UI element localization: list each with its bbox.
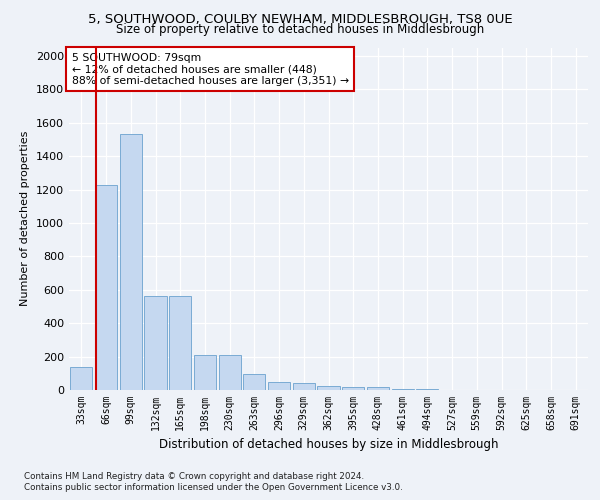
Bar xyxy=(145,296,167,390)
Bar xyxy=(194,355,216,390)
Bar xyxy=(243,374,265,390)
Bar xyxy=(392,389,414,390)
Bar xyxy=(95,184,117,390)
Bar xyxy=(367,388,389,390)
Bar xyxy=(293,384,315,390)
Bar xyxy=(317,386,340,390)
Text: 5, SOUTHWOOD, COULBY NEWHAM, MIDDLESBROUGH, TS8 0UE: 5, SOUTHWOOD, COULBY NEWHAM, MIDDLESBROU… xyxy=(88,12,512,26)
Bar xyxy=(416,389,439,390)
Bar xyxy=(119,134,142,390)
Text: Contains public sector information licensed under the Open Government Licence v3: Contains public sector information licen… xyxy=(24,483,403,492)
Bar xyxy=(70,366,92,390)
Bar xyxy=(342,388,364,390)
Text: Contains HM Land Registry data © Crown copyright and database right 2024.: Contains HM Land Registry data © Crown c… xyxy=(24,472,364,481)
Y-axis label: Number of detached properties: Number of detached properties xyxy=(20,131,31,306)
X-axis label: Distribution of detached houses by size in Middlesbrough: Distribution of detached houses by size … xyxy=(159,438,498,452)
Bar xyxy=(268,382,290,390)
Text: Size of property relative to detached houses in Middlesbrough: Size of property relative to detached ho… xyxy=(116,22,484,36)
Bar xyxy=(218,355,241,390)
Bar xyxy=(169,296,191,390)
Text: 5 SOUTHWOOD: 79sqm
← 12% of detached houses are smaller (448)
88% of semi-detach: 5 SOUTHWOOD: 79sqm ← 12% of detached hou… xyxy=(71,52,349,86)
